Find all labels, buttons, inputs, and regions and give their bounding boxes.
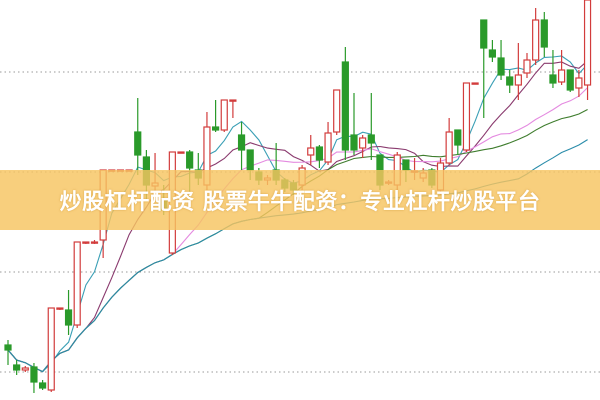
candle-body-up <box>324 132 332 163</box>
candle-body-up <box>307 147 315 156</box>
candle-body-up <box>21 367 29 371</box>
candle-body-down <box>38 382 47 389</box>
promo-banner: 炒股杠杆配资 股票牛牛配资：专业杠杆炒股平台 <box>0 170 600 230</box>
candle-body-up <box>56 307 64 310</box>
candle-body-up <box>462 82 471 151</box>
candle-body-down <box>186 151 194 169</box>
candle-body-up <box>90 241 99 244</box>
candle-body-down <box>540 19 548 48</box>
candle-body-up <box>575 77 583 89</box>
candle-body-down <box>341 61 349 151</box>
candle-body-down <box>402 159 410 171</box>
candle-body-down <box>506 76 514 86</box>
candle-body-down <box>454 129 462 146</box>
candle-body-down <box>212 126 220 131</box>
candle-body-down <box>30 366 38 383</box>
candle-body-down <box>480 19 488 49</box>
candle-body-up <box>532 19 540 61</box>
candle-body-up <box>445 131 453 164</box>
candle-body-down <box>246 149 254 171</box>
candle-body-down <box>497 57 505 76</box>
candle-body-down <box>488 49 496 58</box>
ma10-line <box>7 60 588 373</box>
candle-body-down <box>367 134 375 144</box>
candle-body-down <box>4 344 12 351</box>
candle-body-up <box>583 0 592 86</box>
candle-body-down <box>350 134 358 151</box>
candle-body-up <box>333 89 341 133</box>
candle-body-up <box>523 59 531 74</box>
candle-body-up <box>359 137 367 149</box>
candle-body-up <box>73 241 81 326</box>
candle-body-up <box>514 74 522 86</box>
candle-body-up <box>47 307 55 391</box>
candle-body-down <box>549 74 557 84</box>
candle-body-up <box>82 241 90 244</box>
candle-body-up <box>557 69 566 83</box>
banner-text: 炒股杠杆配资 股票牛牛配资：专业杠杆炒股平台 <box>59 190 541 215</box>
candle-body-up <box>229 99 237 102</box>
candle-body-down <box>237 134 246 151</box>
candle-body-down <box>566 69 574 91</box>
candle-body-up <box>177 151 185 154</box>
candle-body-up <box>220 99 228 131</box>
candle-body-down <box>64 309 73 326</box>
candle-body-down <box>13 364 21 371</box>
candle-body-up <box>471 82 479 85</box>
candle-body-down <box>134 131 142 156</box>
candle-body-down <box>315 146 323 161</box>
